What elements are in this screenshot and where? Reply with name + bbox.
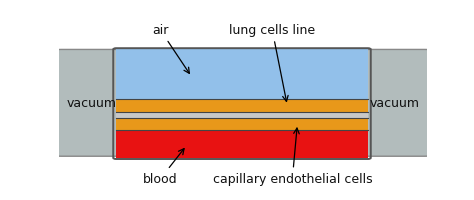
Text: vacuum: vacuum bbox=[369, 97, 419, 110]
Text: air: air bbox=[152, 24, 189, 74]
FancyBboxPatch shape bbox=[52, 50, 131, 156]
FancyBboxPatch shape bbox=[355, 50, 434, 156]
Bar bbox=[116, 50, 368, 100]
Bar bbox=[116, 50, 368, 158]
Text: lung cells line: lung cells line bbox=[229, 24, 315, 102]
Bar bbox=[116, 100, 368, 112]
Bar bbox=[116, 112, 368, 118]
Text: blood: blood bbox=[143, 149, 184, 186]
Text: vacuum: vacuum bbox=[66, 97, 117, 110]
Text: capillary endothelial cells: capillary endothelial cells bbox=[212, 128, 372, 186]
Bar bbox=[116, 118, 368, 130]
